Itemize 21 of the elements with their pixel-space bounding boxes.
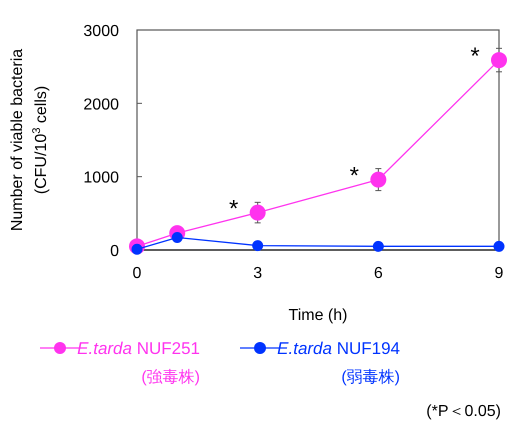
annotation: * (470, 43, 480, 70)
legend-label: E.tarda NUF194 (弱毒株) (277, 339, 400, 386)
point (372, 240, 384, 252)
x-tick-label: 0 (132, 265, 142, 282)
y-tick-label: 0 (110, 243, 120, 260)
x-tick-label: 3 (253, 265, 262, 282)
x-tick-label: 6 (374, 265, 383, 282)
point (370, 172, 386, 188)
point (491, 52, 507, 68)
y-tick-label: 2000 (83, 96, 120, 114)
point (494, 240, 504, 252)
point (252, 240, 264, 252)
y-tick-label: 3000 (83, 23, 120, 40)
legend-label: E.tarda NUF251 (強毒株) (77, 339, 200, 386)
x-tick-label: 9 (494, 265, 504, 282)
annotation: * (228, 196, 238, 223)
point (250, 204, 266, 221)
text: (*P＜0.05) (426, 403, 501, 420)
y-tick-label: 1000 (83, 170, 120, 187)
x-axis-title: Time (h) (288, 307, 348, 324)
annotation: * (350, 162, 360, 190)
